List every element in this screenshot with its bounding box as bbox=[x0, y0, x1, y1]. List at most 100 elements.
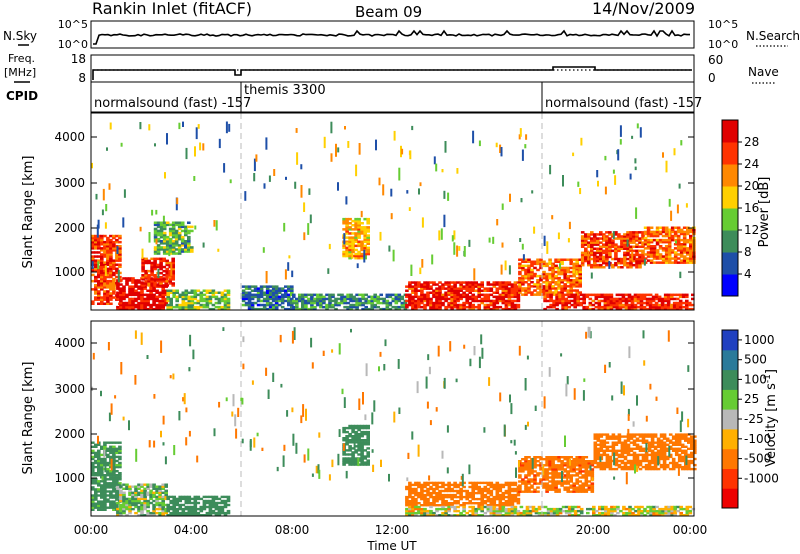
echo-cell bbox=[295, 303, 299, 307]
echo-cell bbox=[670, 236, 675, 240]
echo-cell bbox=[97, 508, 101, 511]
echo-cell bbox=[584, 464, 589, 467]
echo-cell bbox=[168, 223, 173, 227]
echo-cell bbox=[417, 502, 421, 505]
echo-cell bbox=[103, 500, 107, 503]
echo-cell bbox=[599, 439, 604, 442]
echo-cell bbox=[554, 456, 558, 459]
echo-cell bbox=[244, 287, 249, 290]
echo-cell bbox=[140, 507, 144, 511]
echo-cell bbox=[668, 461, 673, 465]
echo-cell bbox=[453, 291, 457, 294]
echo-cell bbox=[632, 435, 637, 438]
echo-cell bbox=[609, 297, 614, 301]
echo-cell bbox=[354, 222, 358, 225]
echo-cell bbox=[116, 483, 120, 486]
echo-cell bbox=[492, 485, 497, 489]
echo-cell bbox=[171, 276, 175, 279]
echo-cell bbox=[115, 494, 119, 497]
echo-cell bbox=[587, 241, 591, 244]
echo-cell bbox=[161, 305, 165, 309]
echo-cell bbox=[546, 293, 550, 297]
echo-cell bbox=[648, 297, 653, 301]
power-colorbar-swatch bbox=[722, 120, 738, 143]
echo-cell bbox=[566, 279, 570, 282]
echo-cell bbox=[689, 251, 693, 254]
echo-cell bbox=[596, 461, 601, 465]
echo-cell bbox=[91, 498, 95, 501]
echo-cell bbox=[119, 295, 123, 299]
echo-cell bbox=[650, 437, 655, 440]
echo-cell bbox=[557, 285, 561, 288]
echo-cell bbox=[551, 215, 554, 220]
echo-cell bbox=[649, 247, 654, 250]
echo-cell bbox=[360, 443, 364, 446]
echo-cell bbox=[158, 291, 162, 294]
echo-cell bbox=[633, 293, 638, 297]
echo-cell bbox=[590, 251, 594, 255]
echo-cell bbox=[580, 237, 585, 240]
echo-cell bbox=[569, 270, 573, 274]
echo-cell bbox=[94, 263, 98, 266]
echo-cell bbox=[287, 301, 291, 305]
echo-cell bbox=[91, 478, 95, 481]
echo-cell bbox=[543, 295, 547, 299]
echo-cell bbox=[629, 239, 633, 242]
echo-cell bbox=[134, 499, 138, 503]
echo-cell bbox=[557, 472, 561, 475]
echo-cell bbox=[100, 504, 104, 507]
echo-cell bbox=[676, 257, 681, 260]
echo-cell bbox=[97, 506, 101, 509]
velocity-panel-background bbox=[91, 321, 694, 516]
echo-cell bbox=[417, 493, 421, 497]
echo-cell bbox=[561, 297, 565, 301]
echo-cell bbox=[156, 229, 161, 233]
freq-panel-frame bbox=[90, 54, 695, 83]
echo-cell bbox=[366, 451, 370, 454]
echo-cell bbox=[539, 283, 543, 286]
echo-cell bbox=[456, 491, 460, 495]
echo-cell bbox=[584, 480, 589, 483]
echo-cell bbox=[554, 490, 558, 493]
echo-cell bbox=[166, 297, 170, 301]
echo-cell bbox=[504, 295, 509, 299]
echo-cell bbox=[366, 435, 370, 438]
echo-cell bbox=[650, 461, 655, 465]
echo-cell bbox=[572, 274, 576, 278]
echo-cell bbox=[292, 307, 296, 311]
echo-cell bbox=[575, 474, 579, 477]
echo-cell bbox=[134, 305, 138, 309]
echo-cell bbox=[447, 487, 451, 491]
echo-cell bbox=[504, 301, 509, 305]
echo-cell bbox=[596, 251, 600, 255]
echo-cell bbox=[106, 472, 110, 475]
echo-cell bbox=[408, 493, 412, 497]
echo-cell bbox=[147, 284, 151, 287]
echo-cell bbox=[417, 485, 421, 489]
echo-cell bbox=[109, 269, 113, 273]
echo-cell bbox=[158, 307, 162, 311]
echo-cell bbox=[489, 481, 494, 485]
echo-cell bbox=[106, 294, 110, 297]
echo-cell bbox=[492, 497, 497, 501]
echo-cell bbox=[202, 299, 207, 303]
echo-cell bbox=[498, 483, 503, 487]
echo-cell bbox=[116, 291, 120, 294]
echo-cell bbox=[542, 260, 546, 263]
echo-cell bbox=[587, 263, 591, 267]
echo-cell bbox=[551, 285, 555, 288]
echo-cell bbox=[614, 263, 618, 267]
echo-cell bbox=[193, 505, 198, 509]
echo-cell bbox=[298, 307, 302, 311]
echo-cell bbox=[274, 299, 279, 303]
echo-cell bbox=[495, 307, 500, 311]
echo-cell bbox=[663, 293, 668, 297]
echo-cell bbox=[524, 287, 528, 290]
echo-cell bbox=[97, 259, 101, 262]
echo-cell bbox=[486, 489, 491, 493]
echo-cell bbox=[208, 507, 213, 511]
echo-cell bbox=[680, 449, 685, 452]
echo-cell bbox=[184, 295, 189, 299]
echo-cell bbox=[596, 463, 601, 467]
echo-cell bbox=[169, 511, 173, 515]
